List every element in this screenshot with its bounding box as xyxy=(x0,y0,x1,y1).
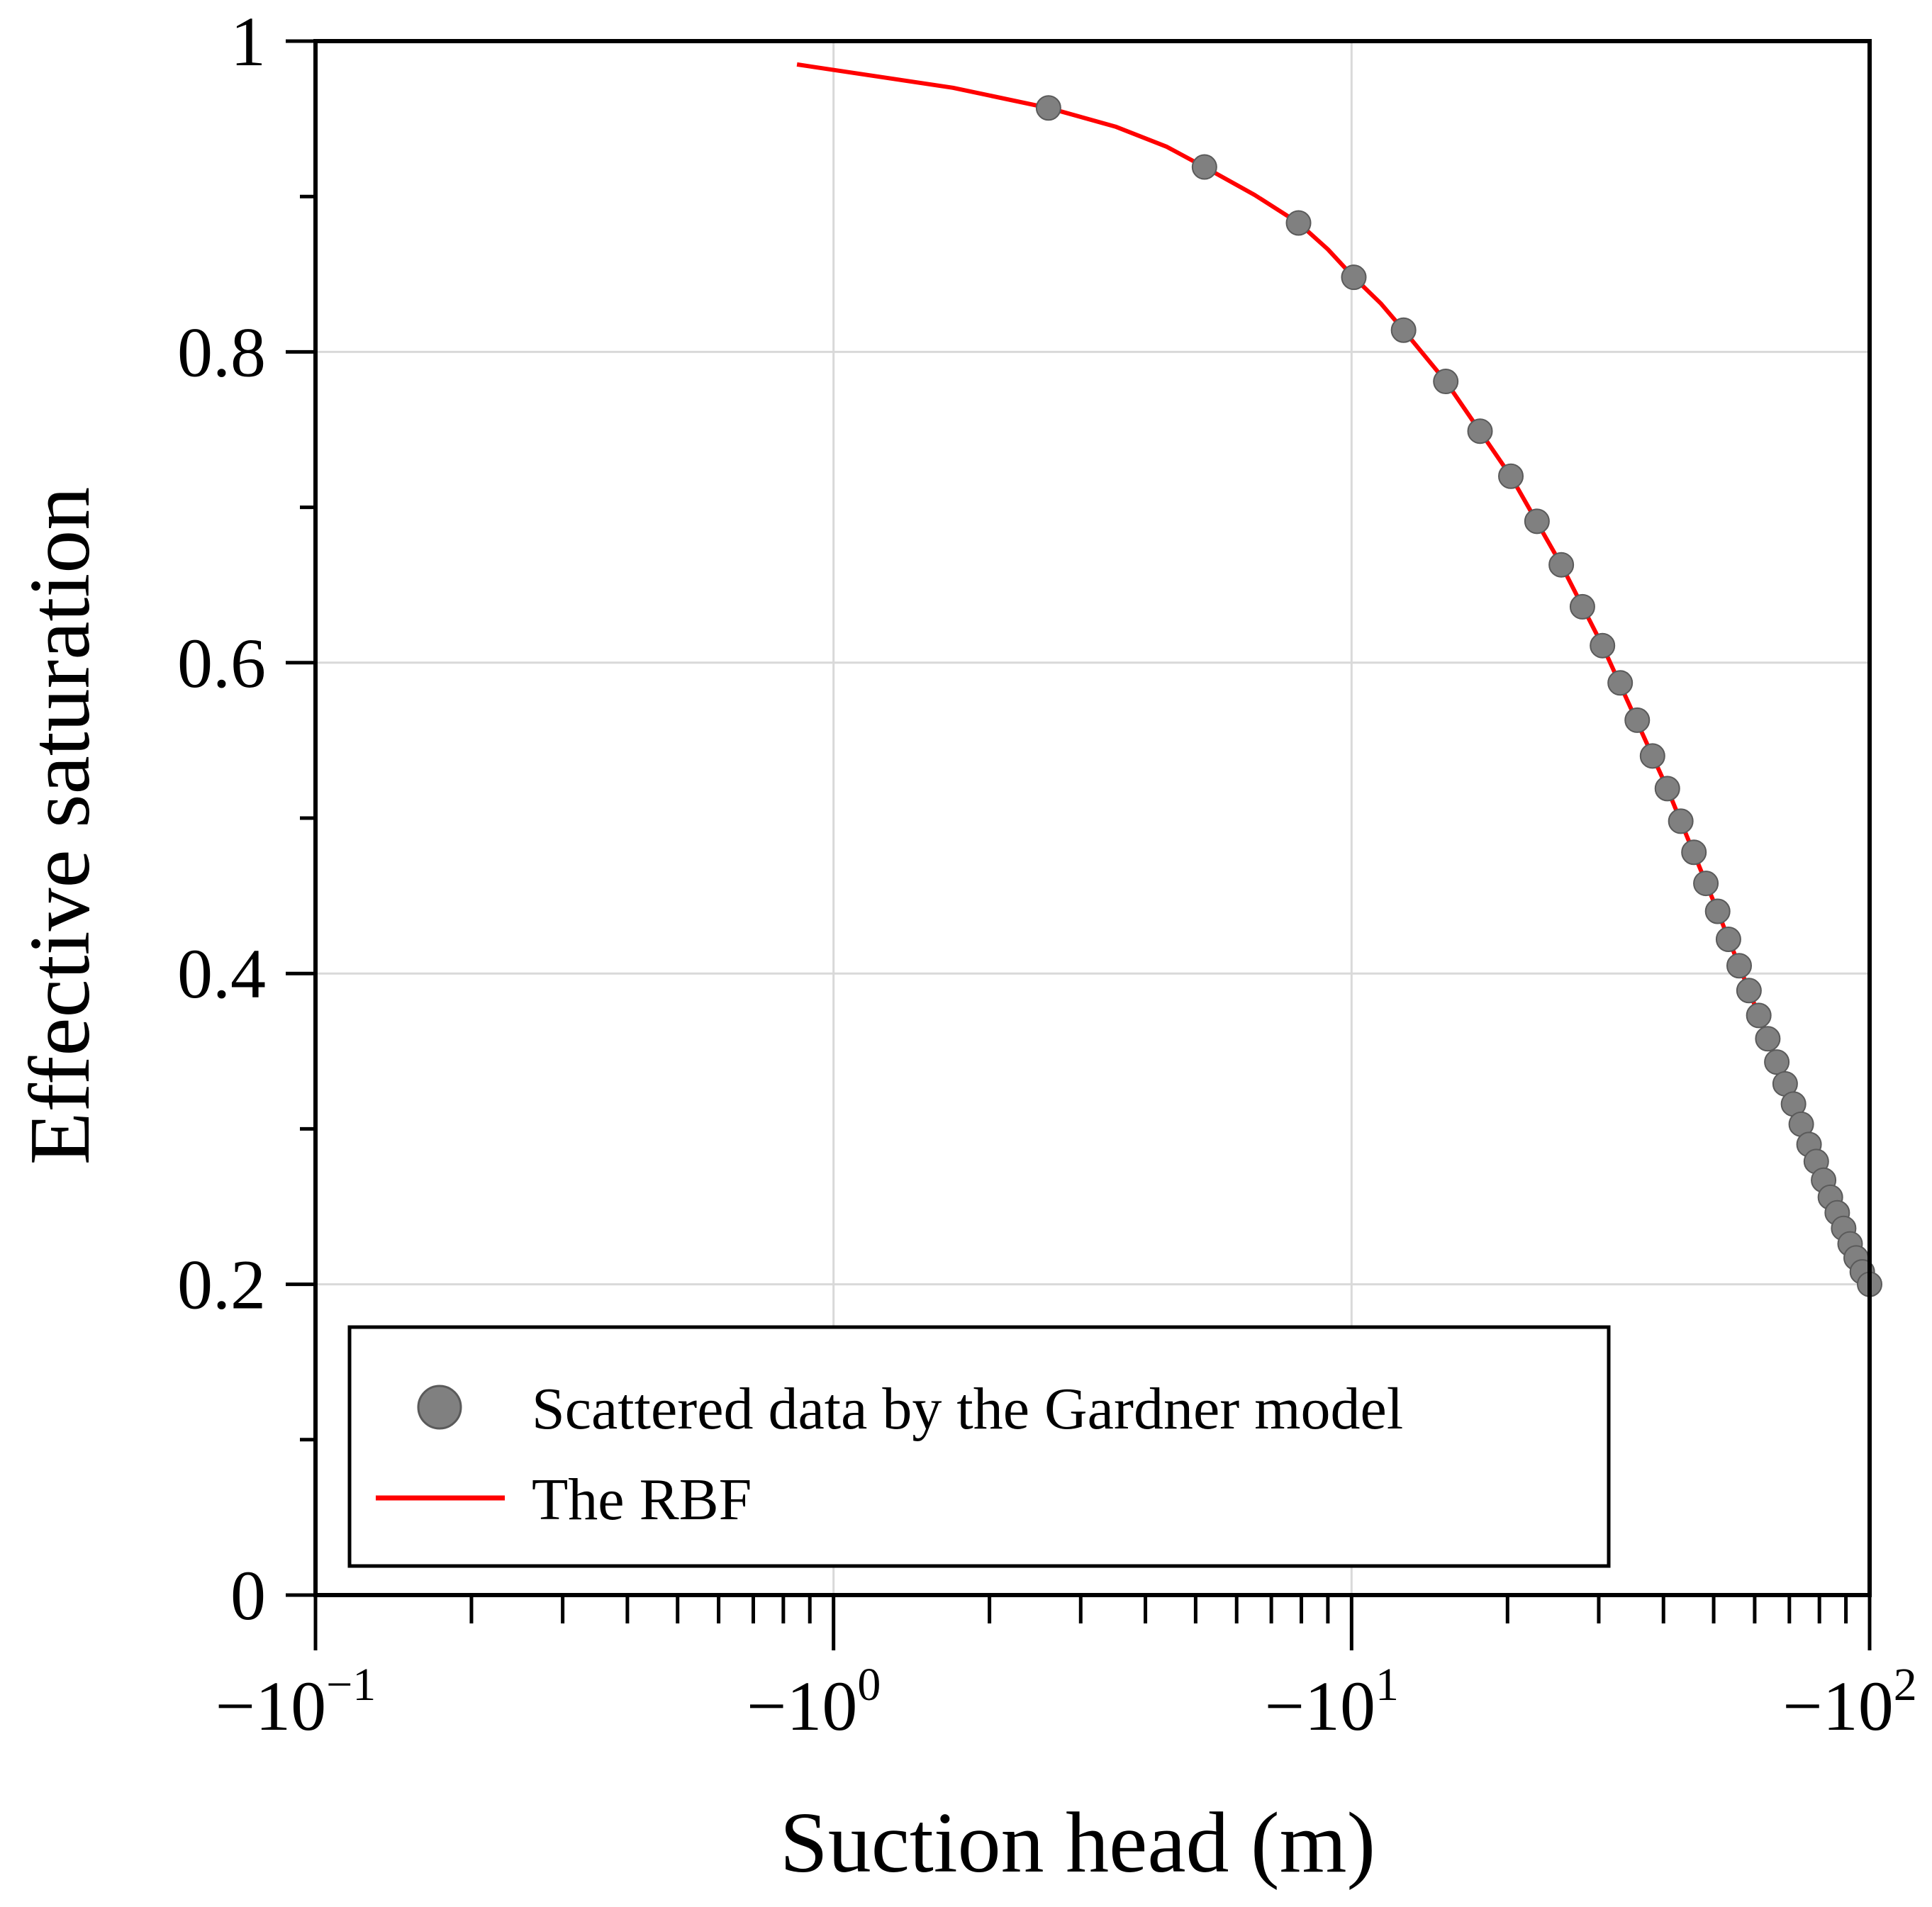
data-point xyxy=(1569,593,1595,620)
data-point xyxy=(1433,369,1459,395)
data-point xyxy=(1341,264,1367,291)
y-tick-label: 0.6 xyxy=(177,624,266,703)
data-point xyxy=(1681,839,1707,866)
data-point xyxy=(1726,953,1753,979)
data-point xyxy=(1639,743,1665,769)
scatter-layer xyxy=(1035,95,1882,1297)
rbf-line xyxy=(796,62,1872,1285)
data-point xyxy=(1746,1002,1772,1029)
data-point xyxy=(1390,317,1417,343)
legend: Scattered data by the Gardner model The … xyxy=(347,1325,1611,1568)
y-tick-label: 0.2 xyxy=(177,1246,266,1324)
data-point xyxy=(1736,978,1762,1004)
data-point xyxy=(1654,776,1680,802)
x-tick-label: −101 xyxy=(1265,1659,1399,1745)
y-tick-label: 0.4 xyxy=(177,934,266,1013)
ticks xyxy=(286,39,1872,1650)
tick-labels: 0 0.2 0.4 0.6 0.8 1 −10−1 −100 −101 −102 xyxy=(177,2,1917,1745)
data-point xyxy=(1715,926,1741,952)
data-point xyxy=(1191,154,1217,180)
data-point xyxy=(1764,1049,1790,1075)
data-point xyxy=(1285,210,1312,236)
data-point xyxy=(1693,871,1719,897)
x-axis-title: Suction head (m) xyxy=(780,1795,1375,1891)
data-point xyxy=(1467,418,1493,444)
legend-scatter-marker xyxy=(417,1385,462,1430)
y-tick-label: 0.8 xyxy=(177,313,266,391)
data-point xyxy=(1704,898,1731,924)
data-point xyxy=(1668,808,1694,834)
legend-box xyxy=(347,1325,1611,1568)
data-point xyxy=(1607,670,1634,696)
data-point xyxy=(1548,552,1575,578)
x-tick-label: −102 xyxy=(1782,1659,1916,1745)
y-tick-label: 0 xyxy=(230,1556,266,1635)
y-axis-title: Effective saturation xyxy=(12,487,108,1165)
data-point xyxy=(1624,707,1651,733)
data-point xyxy=(1590,632,1616,659)
x-tick-label: −10−1 xyxy=(216,1659,376,1745)
data-point xyxy=(1524,508,1550,535)
data-point xyxy=(1035,95,1061,121)
data-point xyxy=(1498,463,1524,489)
legend-scatter-label: Scattered data by the Gardner model xyxy=(532,1376,1403,1442)
grid xyxy=(316,41,1870,1595)
x-tick-label: −100 xyxy=(747,1659,881,1745)
data-point xyxy=(1755,1026,1781,1052)
rbf-line-layer xyxy=(796,62,1872,1285)
legend-line-label: The RBF xyxy=(532,1467,752,1533)
y-tick-label: 1 xyxy=(230,2,266,81)
